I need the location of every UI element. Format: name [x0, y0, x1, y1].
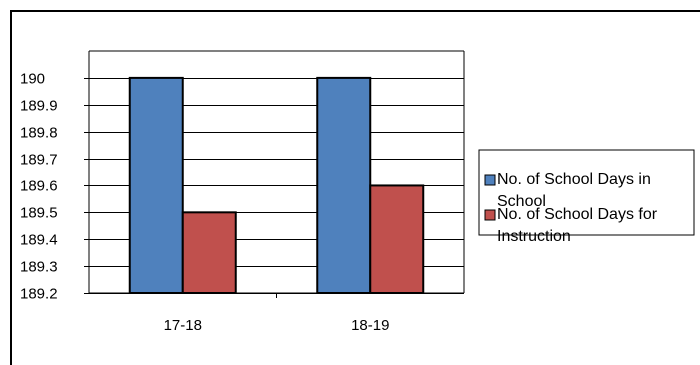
- y-tick-label: 189.4: [20, 232, 58, 249]
- legend-label-days-in-school-line1: No. of School Days in School: [497, 171, 651, 210]
- y-tick-label: 189.7: [20, 152, 58, 169]
- bars: [128, 76, 425, 294]
- legend-swatch-days-in-school: [484, 174, 496, 186]
- x-tick-label: 18-19: [351, 317, 389, 334]
- y-tick-label: 189.8: [20, 125, 58, 142]
- x-tick-labels: 17-18 18-19: [164, 317, 390, 334]
- bar-18-19-series-1: [316, 76, 372, 294]
- legend: No. of School Days in School No. of Schoo…: [478, 149, 695, 245]
- x-tick-label: 17-18: [164, 317, 202, 334]
- bar-17-18-series-1: [128, 76, 184, 294]
- y-tick-label: 189.3: [20, 259, 58, 276]
- y-tick-label: 189.9: [20, 98, 58, 115]
- legend-label-days-for-instruction-line1: No. of School Days for Instruction: [497, 206, 658, 245]
- bar-17-18-series-2: [181, 211, 237, 294]
- y-tick-label: 189.2: [20, 286, 58, 303]
- y-tick-label: 190: [20, 71, 45, 88]
- bar-18-19-series-2: [369, 184, 425, 294]
- axes: [84, 50, 465, 298]
- legend-swatch-days-for-instruction: [484, 209, 496, 221]
- y-tick-labels: 189.2 189.3 189.4 189.5 189.6 189.7 189.8 189.9…: [20, 71, 58, 303]
- y-tick-label: 189.6: [20, 178, 58, 195]
- legend-box: [478, 149, 695, 236]
- y-tick-label: 189.5: [20, 205, 58, 222]
